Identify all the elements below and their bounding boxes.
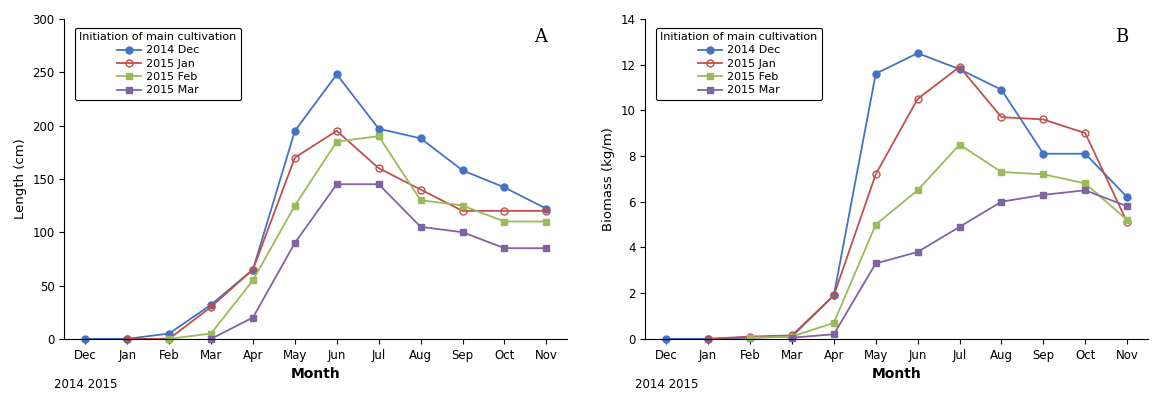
Legend: 2014 Dec, 2015 Jan, 2015 Feb, 2015 Mar: 2014 Dec, 2015 Jan, 2015 Feb, 2015 Mar — [655, 28, 822, 100]
X-axis label: Month: Month — [872, 367, 921, 381]
X-axis label: Month: Month — [290, 367, 340, 381]
Y-axis label: Length (cm): Length (cm) — [14, 139, 27, 219]
Text: A: A — [535, 28, 547, 47]
Legend: 2014 Dec, 2015 Jan, 2015 Feb, 2015 Mar: 2014 Dec, 2015 Jan, 2015 Feb, 2015 Mar — [76, 28, 242, 100]
Text: B: B — [1114, 28, 1128, 47]
Text: 2014 2015: 2014 2015 — [53, 378, 117, 391]
Y-axis label: Biomass (kg/m): Biomass (kg/m) — [602, 127, 615, 231]
Text: 2014 2015: 2014 2015 — [634, 378, 698, 391]
